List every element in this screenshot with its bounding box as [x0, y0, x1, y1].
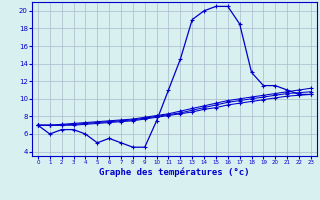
X-axis label: Graphe des températures (°c): Graphe des températures (°c) [99, 168, 250, 177]
